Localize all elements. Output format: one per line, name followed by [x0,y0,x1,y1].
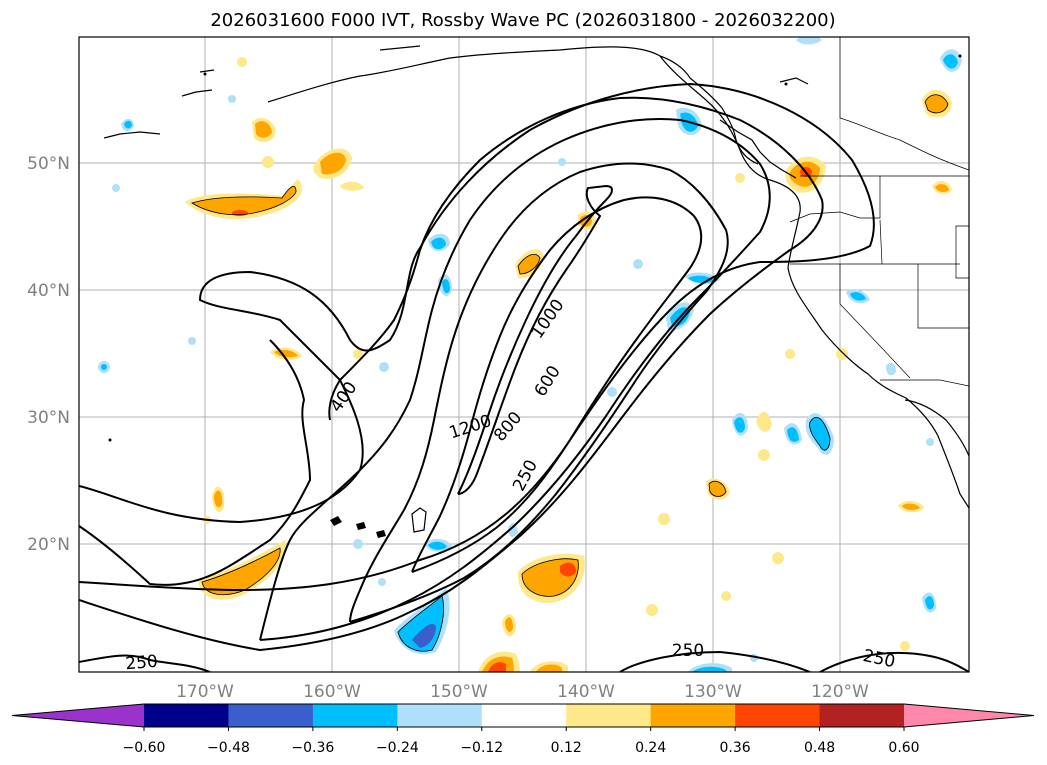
map-panel: 250 400 600 800 1000 1200 250 250 250 [78,36,970,675]
contour-250-south-east [619,650,811,672]
colorbar-bin [819,704,905,727]
colorbar-ticks: −0.60 −0.48 −0.36 −0.24 −0.12 0.12 0.24 0.36 0.4… [123,727,920,756]
colorbar: −0.60 −0.48 −0.36 −0.24 −0.12 0.12 0.24 0.36 0.4… [11,703,1035,756]
lon-label-120w: 120°W [811,682,869,702]
colorbar-bin [144,704,229,727]
contour-250-far-east [819,651,969,672]
lat-label-20n: 20°N [27,535,70,555]
contour-800 [349,162,729,623]
map-title: 2026031600 F000 IVT, Rossby Wave PC (202… [210,10,835,31]
colorbar-tick-label: 0.12 [551,740,582,756]
lon-label-130w: 130°W [684,682,742,702]
colorbar-tick-label: −0.60 [123,740,166,756]
colorbar-tick-label: 0.48 [804,740,835,756]
lon-label-150w: 150°W [430,682,488,702]
longitude-labels: 170°W 160°W 150°W 140°W 130°W 120°W [176,682,869,702]
colorbar-bin [481,704,567,727]
coastlines [103,45,969,509]
colorbar-bin [650,704,736,727]
map-frame [78,36,970,673]
contour-250-south-west [79,654,211,672]
contour-1000 [411,196,703,573]
lat-label-40n: 40°N [27,281,70,301]
colorbar-bin [397,704,483,727]
contour-label-250-s: 250 [672,641,704,661]
colorbar-tick-label: −0.36 [291,740,334,756]
colorbar-tick-label: −0.12 [460,740,503,756]
colorbar-tick-label: −0.48 [207,740,250,756]
colorbar-bin [228,704,314,727]
latitude-labels: 50°N 40°N 30°N 20°N [27,154,70,555]
colorbar-tick-label: 0.36 [720,740,751,756]
lat-label-30n: 30°N [27,408,70,428]
colorbar-bin [312,704,398,727]
islands [108,54,962,538]
colorbar-extend-min [12,704,144,727]
anomaly-outlines [191,94,949,652]
colorbar-bin [735,704,821,727]
ivt-contours [79,82,969,672]
colorbar-tick-label: −0.24 [376,740,419,756]
colorbar-extend-max [904,704,1034,727]
lon-label-170w: 170°W [176,682,234,702]
contour-600 [259,117,771,641]
political-borders [789,37,969,387]
colorbar-segments [12,704,1034,727]
colorbar-tick-label: 0.60 [888,740,919,756]
lon-label-160w: 160°W [303,682,361,702]
contour-1200 [457,184,613,495]
lon-label-140w: 140°W [557,682,615,702]
colorbar-bin [566,704,652,727]
contour-label-250-sw: 250 [125,652,159,675]
contour-250-inner-loop [79,339,312,586]
contour-400 [79,96,824,652]
lat-label-50n: 50°N [27,154,70,174]
shaded-anomalies [98,37,962,672]
contour-250-outer [79,82,875,592]
colorbar-tick-label: 0.24 [635,740,666,756]
